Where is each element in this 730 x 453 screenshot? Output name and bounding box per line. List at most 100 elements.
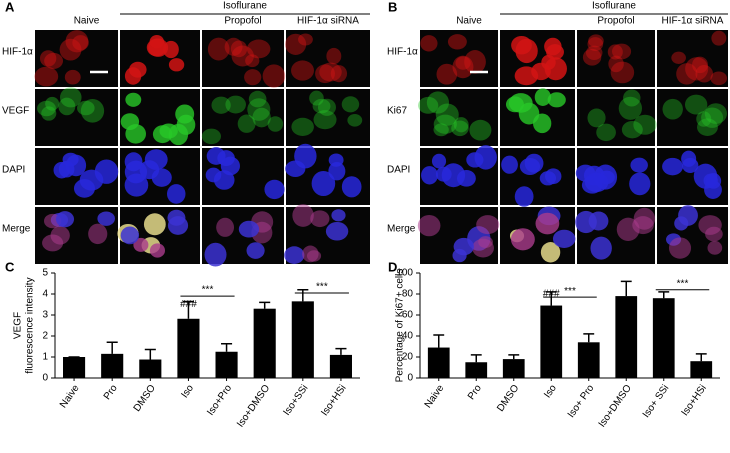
error-bar: [695, 353, 707, 362]
cell: [584, 172, 609, 193]
y-tick-label: 4: [42, 289, 48, 300]
cell: [44, 52, 64, 70]
cell: [633, 114, 657, 135]
cell: [285, 33, 307, 55]
cell: [588, 34, 604, 48]
error-bar: [470, 354, 482, 363]
cell: [676, 63, 698, 85]
cell: [58, 160, 75, 178]
column-label: HIF-1α siRNA: [297, 16, 359, 27]
y-tick-label: 40: [402, 331, 414, 342]
cell: [685, 57, 709, 81]
cell: [417, 214, 441, 237]
bar: [465, 362, 488, 378]
y-tick-label: 3: [42, 310, 48, 321]
cell: [88, 223, 108, 245]
x-tick-label: Iso+Pro: [205, 383, 234, 418]
cell: [224, 37, 243, 56]
error-bar: [658, 291, 670, 299]
y-tick-label: 0: [407, 373, 413, 384]
bar: [291, 301, 314, 378]
panel-label: B: [388, 0, 397, 14]
cell: [37, 100, 56, 117]
cell: [285, 160, 306, 177]
cell: [159, 123, 178, 139]
y-tick-label: 20: [402, 352, 414, 363]
cell: [291, 117, 314, 136]
cell: [662, 98, 683, 120]
row-label: HIF-1α: [387, 47, 418, 58]
cell: [435, 103, 459, 126]
cell: [515, 38, 538, 64]
cell: [306, 250, 322, 262]
row-label: Merge: [387, 224, 416, 235]
cell: [710, 71, 728, 86]
cell: [697, 118, 718, 136]
significance-label: ***: [677, 278, 689, 289]
column-label: Naive: [456, 16, 482, 27]
column-label: Naive: [74, 16, 100, 27]
error-bar: [106, 341, 118, 354]
panel-label: D: [388, 259, 397, 274]
x-tick-label: Iso: [179, 383, 196, 401]
bar: [502, 359, 525, 378]
cell: [125, 92, 142, 107]
x-tick-label: Naive: [423, 383, 447, 411]
cell: [237, 114, 256, 133]
cell: [451, 120, 469, 137]
cell: [533, 113, 552, 134]
cell: [211, 96, 231, 114]
bar: [101, 353, 124, 378]
cell: [421, 166, 438, 185]
x-tick-label: Iso+ SSi: [641, 383, 672, 420]
significance-label: ###: [180, 299, 197, 310]
cell: [315, 64, 335, 84]
cell: [501, 155, 518, 174]
error-bar: [297, 289, 309, 302]
cell: [310, 210, 330, 228]
cell: [541, 54, 556, 70]
cell: [540, 242, 561, 263]
x-tick-label: DMSO: [495, 383, 521, 414]
cell: [213, 170, 235, 190]
cell: [436, 63, 458, 85]
y-tick-label: 60: [402, 310, 414, 321]
cell: [41, 106, 57, 121]
bar: [253, 308, 276, 378]
cell: [674, 216, 689, 231]
bar: [139, 359, 162, 378]
cell: [514, 186, 534, 207]
cell: [238, 220, 260, 238]
cell: [682, 157, 699, 173]
cell: [616, 217, 640, 242]
cell: [39, 50, 57, 67]
cell: [701, 107, 724, 128]
cell: [65, 30, 89, 53]
y-tick-label: 5: [42, 268, 48, 279]
column-label: Propofol: [224, 16, 261, 27]
cell: [476, 215, 500, 235]
cell: [207, 37, 230, 61]
x-tick-label: DMSO: [132, 383, 158, 414]
micrograph: [577, 89, 655, 146]
cell: [284, 246, 305, 264]
bar: [540, 305, 563, 378]
bar: [615, 296, 638, 378]
cell: [97, 211, 115, 226]
cell: [668, 237, 692, 259]
cell: [711, 30, 727, 46]
cell: [124, 67, 142, 85]
bar: [215, 351, 238, 378]
error-bar: [221, 343, 233, 352]
cell: [707, 240, 723, 255]
cell: [587, 108, 606, 128]
cell: [330, 65, 348, 83]
x-tick-label: Iso: [542, 383, 559, 401]
cell: [319, 62, 342, 82]
cell: [618, 96, 643, 120]
cell: [456, 169, 476, 187]
cell: [433, 114, 457, 134]
cell: [466, 152, 484, 168]
cell: [309, 90, 324, 106]
cell: [143, 213, 166, 236]
